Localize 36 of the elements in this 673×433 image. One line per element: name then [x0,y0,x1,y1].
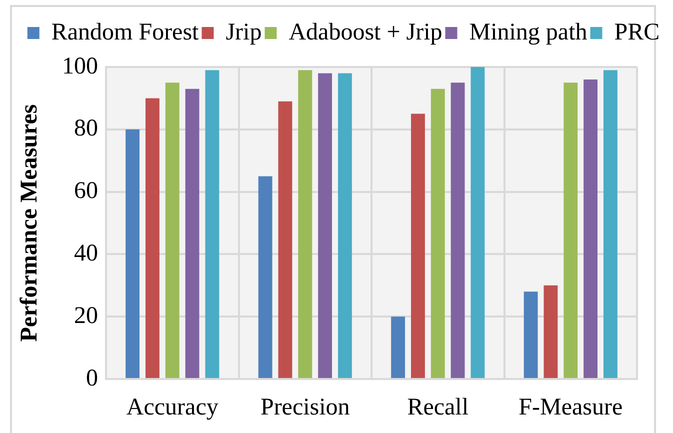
bar [564,82,578,378]
legend-label: Mining path [469,19,588,46]
bar [391,316,406,378]
bar [430,88,445,378]
bar [584,79,598,378]
y-axis-title: Performance Measures [16,104,43,342]
bar [298,70,312,378]
bar [278,101,292,378]
x-tick-label: Recall [407,394,469,421]
legend-label: Jrip [226,19,262,46]
bar [145,98,160,378]
bar [603,70,618,378]
legend-label: Adaboost + Jrip [288,19,442,46]
bar [524,292,538,378]
x-tick-label: Precision [260,394,350,421]
y-tick-label: 60 [74,178,98,204]
bar [410,114,425,378]
bar [185,88,200,378]
bar [318,73,332,378]
bar [450,82,465,378]
bar [205,70,220,378]
x-tick-label: F-Measure [518,394,623,421]
y-tick-label: 80 [74,116,98,142]
y-tick-label: 0 [86,365,98,392]
legend-label: PRC [614,19,660,46]
bar [544,285,558,378]
y-tick-label: 40 [74,240,98,266]
y-tick-label: 100 [62,53,98,80]
bar [258,176,272,378]
x-tick-label: Accuracy [126,394,218,421]
bar [470,67,485,378]
bar [126,129,140,378]
bar [165,82,180,378]
y-tick-label: 20 [74,302,98,329]
bar [338,73,352,378]
legend-label: Random Forest [51,19,200,46]
